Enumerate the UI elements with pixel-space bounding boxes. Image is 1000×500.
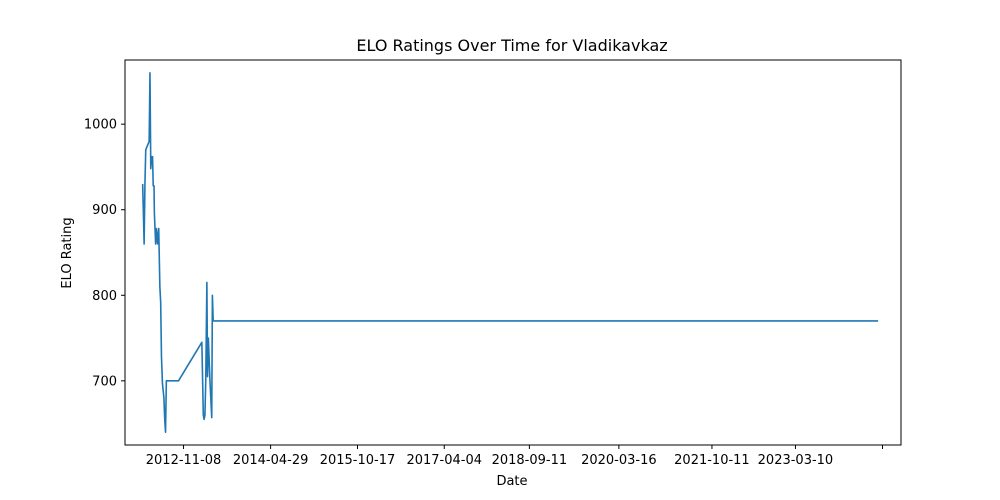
plot-frame — [124, 59, 902, 446]
x-tick-label: 2014-04-29 — [233, 453, 309, 468]
chart-title: ELO Ratings Over Time for Vladikavkaz — [356, 36, 667, 55]
plot-layer — [141, 72, 879, 433]
x-tick-label: 2017-04-04 — [406, 453, 482, 468]
x-tick-label: 2015-10-17 — [320, 453, 396, 468]
elo-series-line — [141, 72, 879, 433]
x-tick-label: 2021-10-11 — [674, 453, 750, 468]
x-tick-label: 2023-03-10 — [758, 453, 834, 468]
y-tick-label: 1000 — [84, 118, 117, 133]
x-axis: 2012-11-08 2014-04-29 2015-10-17 2017-04-04… — [146, 445, 884, 468]
x-axis-title: Date — [496, 474, 527, 489]
y-axis-title: ELO Rating — [60, 217, 75, 288]
x-tick-label: 2020-03-16 — [581, 453, 657, 468]
y-tick-label: 700 — [92, 374, 117, 389]
y-axis: 700 800 900 1000 — [84, 118, 125, 389]
y-tick-label: 900 — [92, 203, 117, 218]
x-tick-label: 2012-11-08 — [146, 453, 222, 468]
y-tick-label: 800 — [92, 289, 117, 304]
x-tick-label: 2018-09-11 — [492, 453, 568, 468]
